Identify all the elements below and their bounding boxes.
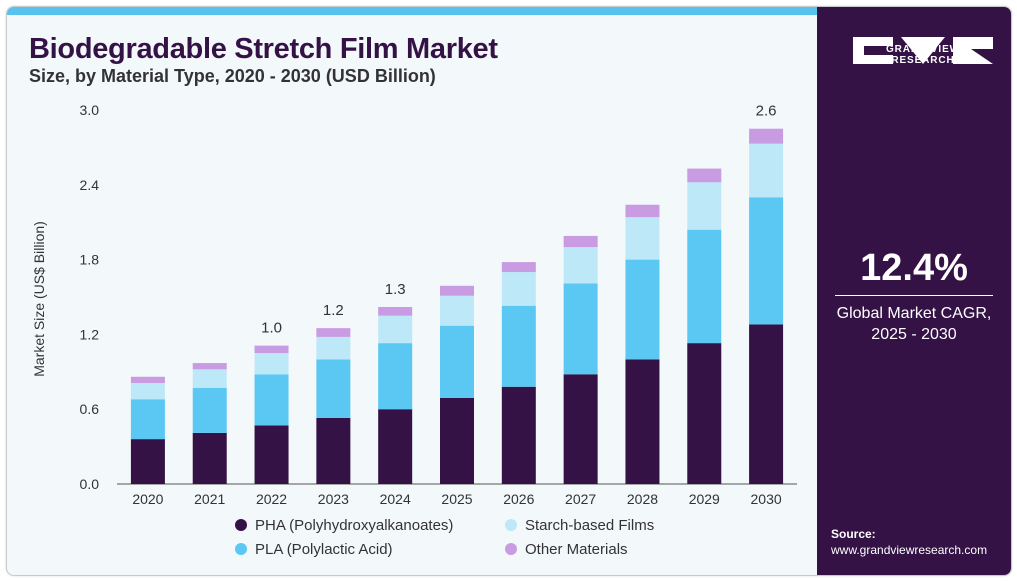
bar-segment-other <box>563 235 598 248</box>
grand-view-research-logo <box>853 37 993 64</box>
bar-segment-pha <box>130 439 165 484</box>
bar-total-label: 1.0 <box>261 320 282 337</box>
bar-segment-other <box>316 328 351 337</box>
legend-label-other: Other Materials <box>525 541 628 558</box>
bar-segment-pha <box>254 425 289 484</box>
legend-label-pla: PLA (Polylactic Acid) <box>255 541 393 558</box>
x-tick-label: 2023 <box>318 491 349 507</box>
bar-segment-pla <box>625 259 660 360</box>
bar-segment-pha <box>440 397 474 484</box>
bar-segment-pha <box>563 374 598 484</box>
cagr-divider <box>835 295 993 296</box>
data-labels: 1.0 1.2 1.3 2.6 <box>261 103 776 337</box>
x-tick-label: 2026 <box>503 491 534 507</box>
x-tick-label: 2020 <box>132 491 163 507</box>
chart-title: Biodegradable Stretch Film Market <box>29 33 498 65</box>
x-tick-label: 2027 <box>565 491 596 507</box>
legend-item-starch: Starch-based Films <box>505 517 654 534</box>
bar-segment-other <box>625 204 660 218</box>
bar-segment-pla <box>192 388 227 433</box>
bar-segment-starch <box>749 143 784 198</box>
y-tick-label: 1.2 <box>80 326 100 342</box>
bar-segment-pha <box>378 409 413 484</box>
bar-segment-pha <box>687 343 722 484</box>
bar-segment-starch <box>687 182 722 230</box>
bar-segment-pha <box>192 432 227 484</box>
bar-segment-other <box>378 306 413 316</box>
bar-segment-starch <box>501 272 536 306</box>
x-tick-label: 2022 <box>256 491 287 507</box>
bar-segment-other <box>254 345 289 354</box>
bar-segment-other <box>440 285 474 296</box>
x-tick-label: 2030 <box>751 491 782 507</box>
bar-segment-pla <box>378 343 413 410</box>
bar-total-label: 2.6 <box>756 103 777 120</box>
cagr-label-line2: 2025 - 2030 <box>871 326 957 343</box>
bar-chart: 0.00.61.21.82.43.0 2020 2021 2022 2023 2024 2… <box>31 102 797 507</box>
legend-item-pha: PHA (Polyhydroxyalkanoates) <box>235 517 453 534</box>
bar-segment-starch <box>130 383 165 400</box>
y-tick-label: 0.6 <box>80 401 100 417</box>
legend-label-starch: Starch-based Films <box>525 517 655 534</box>
chart-subtitle: Size, by Material Type, 2020 - 2030 (USD… <box>29 66 436 86</box>
bar-segment-pla <box>130 399 165 440</box>
bar-segment-pla <box>440 325 474 398</box>
brand-name: GRAND VIEW RESEARCH <box>886 44 960 66</box>
bar-segment-pla <box>316 359 351 418</box>
cagr-label: Global Market CAGR, 2025 - 2030 <box>817 303 1011 345</box>
chart-card: Biodegradable Stretch Film Market Size, … <box>6 6 1012 576</box>
bar-segment-starch <box>563 247 598 284</box>
bar-segment-pha <box>501 386 536 484</box>
bar-segment-pla <box>563 283 598 375</box>
bar-segment-starch <box>316 336 351 360</box>
bar-segment-pla <box>749 197 784 325</box>
x-tick-label: 2024 <box>380 491 411 507</box>
bar-segment-pha <box>749 324 784 484</box>
bar-total-label: 1.2 <box>323 302 344 319</box>
x-tick-label: 2029 <box>689 491 720 507</box>
accent-bar <box>7 7 817 15</box>
x-tick-label: 2028 <box>627 491 658 507</box>
bar-segment-starch <box>378 315 413 344</box>
bar-total-label: 1.3 <box>385 281 406 298</box>
bar-segment-pha <box>316 417 351 484</box>
bar-segment-other <box>749 128 784 144</box>
x-tick-label: 2025 <box>441 491 472 507</box>
bar-segment-starch <box>254 353 289 375</box>
bar-segment-pla <box>687 229 722 344</box>
cagr-value: 12.4% <box>860 247 968 289</box>
y-axis-label: Market Size (US$ Billion) <box>31 221 47 377</box>
x-axis-ticks: 2020 2021 2022 2023 2024 2025 2026 2027 2028 2029… <box>132 491 782 507</box>
bar-segment-starch <box>440 295 474 326</box>
side-panel: GRAND VIEW RESEARCH 12.4% Global Market … <box>817 7 1011 575</box>
legend-swatch-starch <box>505 519 517 531</box>
legend: PHA (Polyhydroxyalkanoates) Starch-based… <box>235 517 705 567</box>
y-axis-ticks: 0.0 0.6 1.2 1.8 2.4 3.0 <box>80 102 100 492</box>
legend-swatch-other <box>505 543 517 555</box>
source-label: Source: <box>831 527 876 541</box>
bar-segment-other <box>192 363 227 370</box>
bar-segment-pla <box>254 374 289 426</box>
legend-label-pha: PHA (Polyhydroxyalkanoates) <box>255 517 454 534</box>
bar-segment-pha <box>625 359 660 484</box>
bar-segment-other <box>130 376 165 384</box>
source-url: www.grandviewresearch.com <box>831 543 988 557</box>
bar-segment-other <box>687 168 722 183</box>
legend-item-pla: PLA (Polylactic Acid) <box>235 541 393 558</box>
y-tick-label: 2.4 <box>80 177 100 193</box>
y-tick-label: 3.0 <box>80 102 100 118</box>
bar-segment-starch <box>192 369 227 389</box>
y-tick-label: 1.8 <box>80 252 100 268</box>
legend-swatch-pha <box>235 519 247 531</box>
bar-segment-starch <box>625 217 660 260</box>
x-tick-label: 2021 <box>194 491 225 507</box>
bar-segment-pla <box>501 305 536 387</box>
legend-item-other: Other Materials <box>505 541 628 558</box>
y-tick-label: 0.0 <box>80 476 100 492</box>
bar-segment-other <box>501 262 536 273</box>
bar-stacks <box>130 128 784 484</box>
cagr-label-line1: Global Market CAGR, <box>836 305 992 322</box>
legend-swatch-pla <box>235 543 247 555</box>
